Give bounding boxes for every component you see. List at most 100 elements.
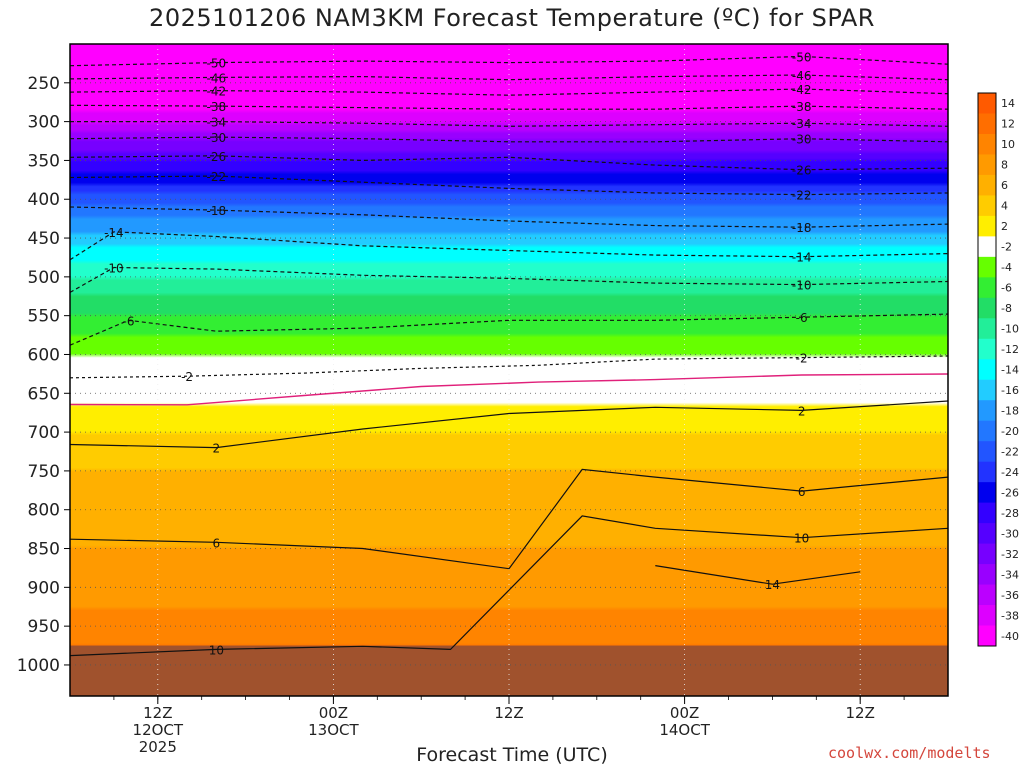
colorbar-frame <box>977 92 997 647</box>
colorbar-label: -4 <box>1001 261 1012 274</box>
x-axis-label: Forecast Time (UTC) <box>416 744 608 766</box>
colorbar-cell <box>978 93 996 114</box>
contour-line <box>70 355 948 379</box>
below-ground-band <box>70 645 948 696</box>
colorbar-cell <box>978 236 996 258</box>
y-tick-label: 300 <box>28 113 60 133</box>
colorbar-cell <box>978 625 996 647</box>
contour-label: -30 <box>792 133 812 147</box>
colorbar-cell <box>978 297 996 319</box>
contour-label: -46 <box>207 71 227 85</box>
contour-line <box>655 565 861 585</box>
contour-label: 2 <box>213 442 221 456</box>
colorbar-label: 2 <box>1001 220 1008 233</box>
contour-label: -10 <box>104 262 124 276</box>
colorbar-label: -2 <box>1001 241 1012 254</box>
x-tick-label: 12Z <box>846 704 875 722</box>
contour-label: -26 <box>792 164 812 178</box>
contour-label: -46 <box>792 69 812 83</box>
contour-label: -42 <box>207 85 227 99</box>
contour-label: -6 <box>796 311 808 325</box>
contour-label: -34 <box>792 117 812 131</box>
colorbar-cell <box>978 359 996 381</box>
colorbar-label: 14 <box>1001 97 1015 110</box>
x-tick-label: 12Z <box>494 704 523 722</box>
x-tick-label: 00Z <box>319 704 348 722</box>
colorbar-label: -32 <box>1001 548 1019 561</box>
y-tick-label: 350 <box>28 151 60 171</box>
colorbar-cell <box>978 133 996 155</box>
y-tick-label: 750 <box>28 462 60 482</box>
colorbar-cell <box>978 420 996 442</box>
colorbar-label: -38 <box>1001 609 1019 622</box>
contour-line <box>70 313 948 346</box>
x-tick-label: 12OCT <box>133 721 184 739</box>
contour-line <box>70 231 948 261</box>
colorbar-cell <box>978 318 996 340</box>
colorbar-label: -8 <box>1001 302 1012 315</box>
contour-label: -2 <box>796 352 808 366</box>
colorbar-label: -6 <box>1001 282 1012 295</box>
colorbar-label: 12 <box>1001 118 1015 131</box>
contour-label: -2 <box>181 370 193 384</box>
colorbar-cell <box>978 338 996 360</box>
colorbar-cell <box>978 605 996 627</box>
colorbar-label: -36 <box>1001 589 1019 602</box>
page-title: 2025101206 NAM3KM Forecast Temperature (… <box>149 4 875 32</box>
colorbar-cell <box>978 461 996 483</box>
colorbar-label: -10 <box>1001 323 1019 336</box>
colorbar-cell <box>978 154 996 176</box>
contour-label: -34 <box>207 116 227 130</box>
contour-label: 6 <box>798 485 806 499</box>
colorbar-cell <box>978 379 996 401</box>
x-tick-label: 13OCT <box>308 721 359 739</box>
colorbar-label: -24 <box>1001 466 1019 479</box>
colorbar-label: 6 <box>1001 179 1008 192</box>
colorbar-label: -28 <box>1001 507 1019 520</box>
colorbar-label: -16 <box>1001 384 1019 397</box>
contour-line <box>70 515 948 657</box>
y-tick-label: 800 <box>28 501 60 521</box>
contour-label: -18 <box>207 204 227 218</box>
colorbar-label: -18 <box>1001 404 1019 417</box>
contour-label: 2 <box>798 404 806 418</box>
colorbar-cell <box>978 482 996 504</box>
contour-label: 6 <box>213 536 221 550</box>
contour-label: -38 <box>792 100 812 114</box>
colorbar-label: -34 <box>1001 568 1019 581</box>
colorbar-label: -12 <box>1001 343 1019 356</box>
colorbar-label: 8 <box>1001 159 1008 172</box>
colorbar-label: -22 <box>1001 445 1019 458</box>
freezing-line <box>70 373 948 406</box>
y-tick-label: 950 <box>28 617 60 637</box>
colorbar-cell <box>978 584 996 606</box>
contour-label: -38 <box>207 100 227 114</box>
contour-line <box>70 400 948 449</box>
contour-label: 10 <box>209 643 224 657</box>
contour-label: -26 <box>207 150 227 164</box>
colorbar-label: -26 <box>1001 486 1019 499</box>
y-tick-label: 650 <box>28 384 60 404</box>
contour-label: -22 <box>207 170 227 184</box>
contour-label: -10 <box>792 279 812 293</box>
contour-label: -50 <box>792 50 812 64</box>
colorbar-label: -30 <box>1001 527 1019 540</box>
colorbar-cell <box>978 400 996 422</box>
colorbar-cell <box>978 215 996 237</box>
colorbar-label: 10 <box>1001 138 1015 151</box>
contour-line <box>70 74 948 81</box>
y-tick-label: 700 <box>28 423 60 443</box>
y-tick-label: 1000 <box>17 656 60 676</box>
colorbar-cell <box>978 277 996 299</box>
credit-link[interactable]: coolwx.com/modelts <box>828 744 991 762</box>
contour-line <box>70 121 948 127</box>
y-tick-label: 850 <box>28 540 60 560</box>
colorbar-cell <box>978 256 996 278</box>
x-tick-label: 12Z <box>143 704 172 722</box>
contour-line <box>70 88 948 96</box>
contour-line <box>70 266 948 293</box>
contour-line <box>70 55 948 67</box>
contour-label: 10 <box>794 532 809 546</box>
contour-label: -6 <box>123 314 135 328</box>
contour-line <box>70 468 948 570</box>
